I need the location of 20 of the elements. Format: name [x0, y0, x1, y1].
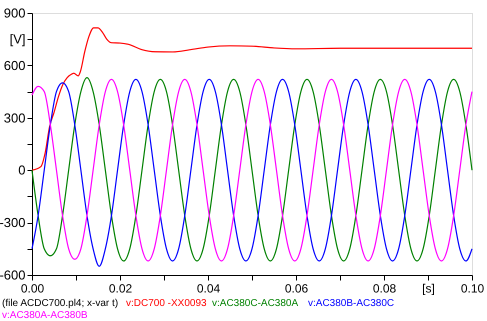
y-tick-label: 600 [4, 58, 26, 73]
x-tick-label: 0.04 [196, 282, 220, 296]
x-tick-label: 0.10 [460, 282, 484, 296]
line-series [31, 27, 473, 171]
text: v:AC380C-AC380A [212, 298, 298, 309]
text: v:DC700 -XX0093 [126, 298, 208, 309]
y-tick-label: 300 [4, 110, 26, 126]
x-tick-label: 0.00 [20, 282, 44, 296]
x-tick-label: 0.08 [372, 282, 396, 296]
text: v:AC380B-AC380C [308, 298, 394, 309]
text: (file ACDC700.pl4; x-var t) [2, 298, 118, 309]
y-tick-label: -600 [0, 268, 26, 282]
text: v:AC380A-AC380B [2, 310, 88, 321]
x-tick-label: 0.02 [108, 282, 132, 296]
y-tick-label: 900 [4, 6, 26, 20]
y-tick-label: 0 [18, 162, 26, 178]
x-tick-label: [s] [422, 282, 435, 296]
x-tick-label: 0.06 [284, 282, 308, 296]
y-tick-label: -300 [0, 215, 26, 230]
y-tick-label: [V] [10, 32, 26, 47]
